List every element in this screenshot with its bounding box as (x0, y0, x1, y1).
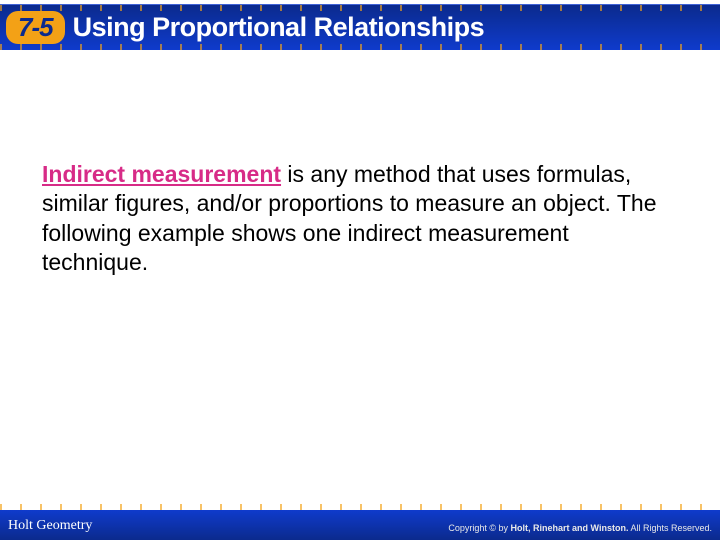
header-title: Using Proportional Relationships (73, 12, 485, 43)
body-paragraph: Indirect measurement is any method that … (42, 160, 662, 278)
slide-header: 7-5 Using Proportional Relationships (0, 4, 720, 50)
footer-copy-prefix: Copyright © by (448, 523, 510, 533)
footer-copyright: Copyright © by Holt, Rinehart and Winsto… (448, 523, 712, 533)
footer-copy-suffix: All Rights Reserved. (628, 523, 712, 533)
footer-book-title: Holt Geometry (8, 518, 92, 534)
lesson-badge: 7-5 (6, 11, 65, 44)
footer-copy-publisher: Holt, Rinehart and Winston. (511, 523, 629, 533)
term-indirect-measurement: Indirect measurement (42, 161, 281, 187)
header-tick-top (0, 5, 720, 11)
header-tick-bot (0, 44, 720, 50)
slide-footer: Holt Geometry Copyright © by Holt, Rineh… (0, 510, 720, 540)
slide: 7-5 Using Proportional Relationships Ind… (0, 0, 720, 540)
